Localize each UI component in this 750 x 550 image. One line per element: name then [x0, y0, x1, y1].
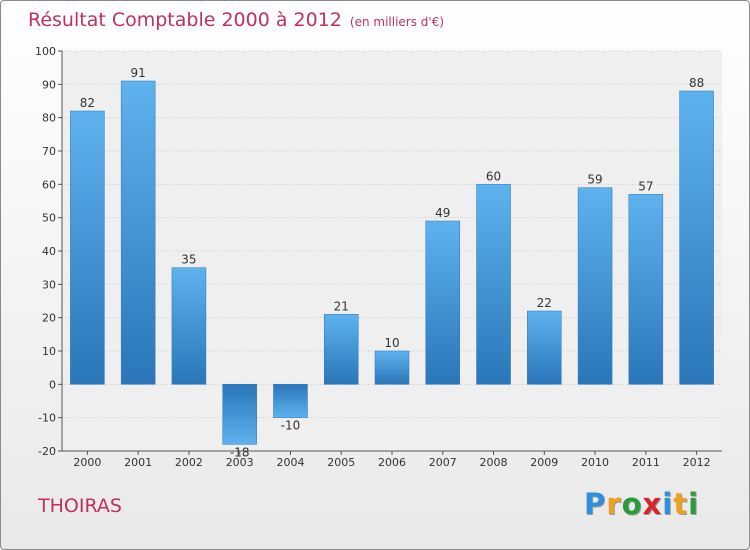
bar-2004: [273, 384, 308, 418]
data-label-2008: 60: [486, 169, 501, 183]
logo-letter: t: [673, 487, 689, 521]
y-tick-label: -20: [38, 445, 56, 458]
data-label-2011: 57: [638, 179, 653, 193]
bar-2000: [70, 110, 105, 385]
x-tick-label-2006: 2006: [378, 456, 406, 469]
chart-subtitle: (en milliers d'€): [349, 15, 445, 29]
y-tick-label: 80: [42, 112, 56, 125]
data-label-2012: 88: [689, 76, 704, 90]
y-tick-label: 50: [42, 212, 56, 225]
x-tick-label-2001: 2001: [124, 456, 152, 469]
x-tick-label-2009: 2009: [530, 456, 558, 469]
bar-2006: [374, 350, 410, 385]
x-tick-label-2003: 2003: [226, 456, 254, 469]
bar-2007: [425, 220, 461, 385]
data-label-2010: 59: [587, 173, 602, 187]
data-label-2002: 35: [181, 253, 196, 267]
bar-2001: [120, 80, 156, 385]
data-label-2003: -18: [230, 445, 250, 459]
data-label-2006: 10: [384, 336, 399, 350]
x-tick-label-2008: 2008: [480, 456, 508, 469]
data-label-2005: 21: [334, 299, 349, 313]
bar-2012: [679, 90, 714, 385]
chart-title: Résultat Comptable 2000 à 2012 (en millie…: [28, 9, 444, 31]
x-tick-label-2012: 2012: [683, 456, 711, 469]
bar-2008: [476, 184, 511, 385]
x-tick-label-2007: 2007: [429, 456, 457, 469]
logo-letter: o: [621, 487, 643, 521]
y-tick-label: -10: [38, 412, 56, 425]
logo-letter: P: [584, 487, 607, 521]
x-tick-label-2000: 2000: [73, 456, 101, 469]
bar-2009: [527, 310, 562, 385]
x-tick-label-2011: 2011: [632, 456, 660, 469]
bar-2003: [222, 384, 257, 445]
x-tick-label-2002: 2002: [175, 456, 203, 469]
x-tick-label-2004: 2004: [276, 456, 304, 469]
y-tick-label: 90: [42, 78, 56, 91]
data-label-2004: -10: [281, 419, 301, 433]
bar-2005: [323, 314, 359, 385]
bar-2010: [577, 187, 613, 385]
data-label-2009: 22: [537, 296, 552, 310]
y-tick-label: 20: [42, 312, 56, 325]
proxiti-logo: Proxiti: [584, 487, 699, 521]
logo-letter: i: [688, 487, 700, 521]
y-tick-label: 70: [42, 145, 56, 158]
chart-title-text: Résultat Comptable 2000 à 2012: [28, 9, 342, 31]
bar-2002: [171, 267, 207, 385]
data-label-2000: 82: [80, 96, 95, 110]
logo-letter: i: [662, 487, 674, 521]
logo-letter: x: [642, 487, 663, 521]
y-tick-label: 10: [42, 345, 56, 358]
y-tick-label: 0: [49, 378, 56, 391]
y-tick-label: 100: [35, 45, 56, 58]
bar-2011: [628, 194, 664, 385]
y-tick-label: 60: [42, 178, 56, 191]
x-tick-label-2010: 2010: [581, 456, 609, 469]
data-label-2007: 49: [435, 206, 450, 220]
y-tick-label: 30: [42, 278, 56, 291]
logo-letter: r: [606, 487, 622, 521]
commune-name: THOIRAS: [38, 495, 122, 517]
x-tick-label-2005: 2005: [327, 456, 355, 469]
data-label-2001: 91: [131, 66, 146, 80]
y-tick-label: 40: [42, 245, 56, 258]
